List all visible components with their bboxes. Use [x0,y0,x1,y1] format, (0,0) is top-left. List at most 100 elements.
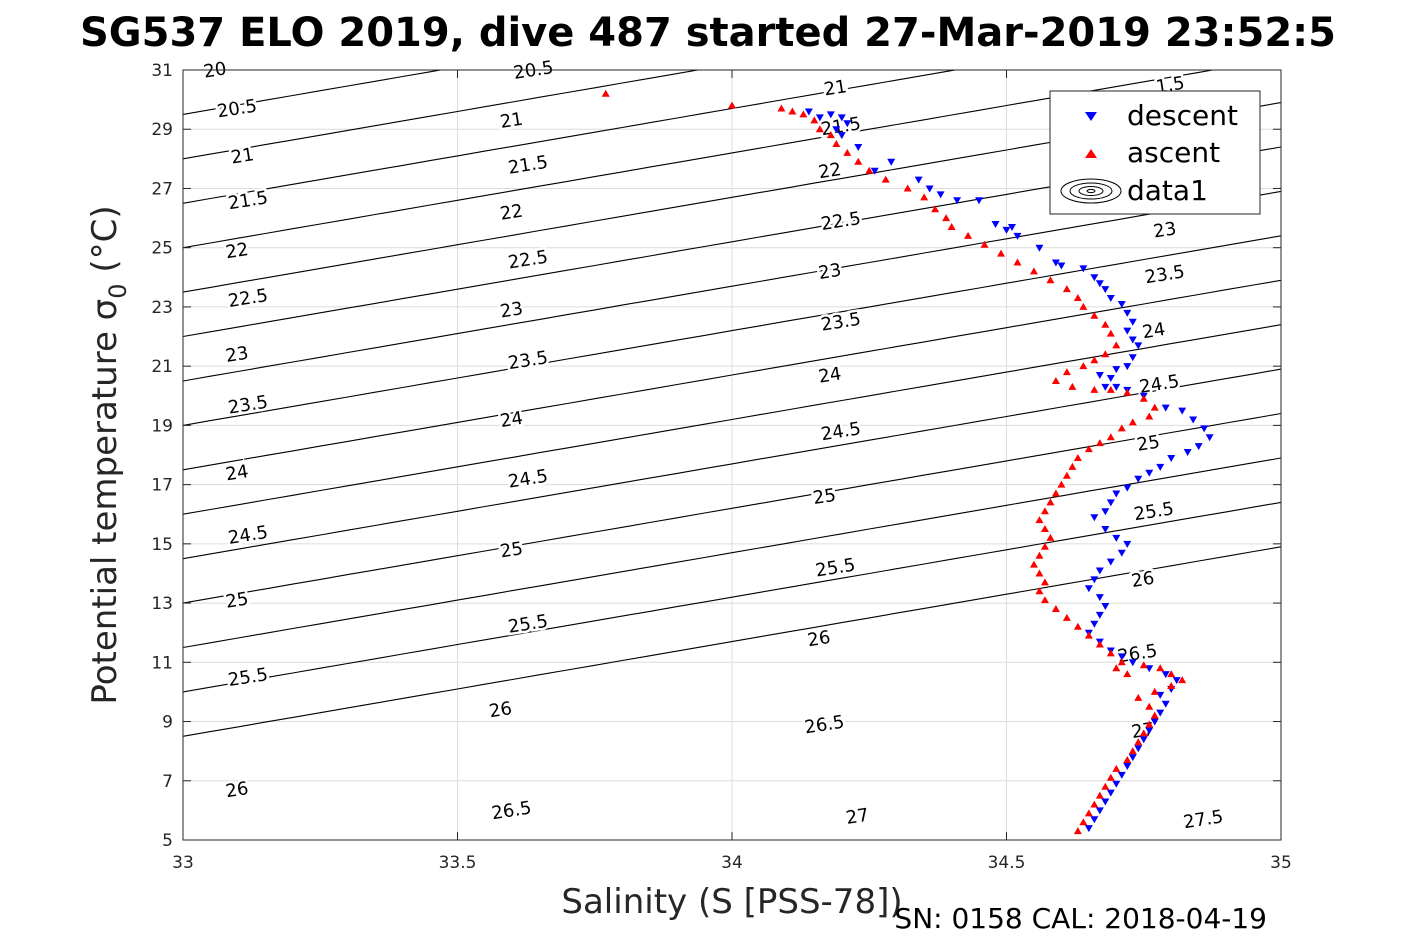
ascent-point [1035,516,1044,524]
ascent-point [964,231,973,239]
y-tick-label: 31 [151,61,173,81]
descent-point [1156,463,1165,471]
y-tick-label: 27 [151,179,173,199]
ascent-point [799,110,808,118]
x-tick-label: 33.5 [439,853,477,873]
ascent-point [1101,320,1110,328]
descent-point [1101,286,1110,294]
ascent-point [832,140,841,148]
ascent-point [1062,471,1071,479]
descent-point [1172,677,1181,685]
ascent-point [1128,418,1137,426]
isopycnal-line [183,190,1281,382]
descent-point [887,158,896,166]
descent-point [1117,549,1126,557]
isopycnal-label: 23 [1152,218,1178,242]
descent-point [1134,475,1143,483]
descent-point [1205,434,1214,442]
descent-point [991,221,1000,228]
descent-point [1112,366,1121,374]
ascent-point [1106,385,1115,393]
ascent-point [1123,670,1132,678]
ascent-point [1145,720,1154,728]
ascent-point [1145,412,1154,420]
descent-point [1123,327,1132,335]
isopycnal-label: 21 [822,76,848,100]
descent-point [1084,825,1093,833]
x-tick-label: 33 [172,853,194,873]
legend-box [1049,90,1261,215]
isopycnal-line [183,279,1281,471]
descent-point [1161,700,1170,708]
descent-point [1095,280,1104,288]
ascent-point [1035,587,1044,595]
descent-point [1128,354,1137,362]
descent-point [1139,736,1148,744]
descent-point [1090,514,1099,522]
descent-point [1101,798,1110,806]
descent-point [1150,718,1159,726]
isopycnal-label: 26 [806,627,832,651]
isopycnal-label: 25 [1135,431,1161,455]
descent-point [1095,611,1104,619]
descent-point [1106,375,1115,382]
isopycnal-label: 27 [844,805,870,829]
ascent-point [1112,664,1121,672]
descent-point [1051,259,1060,267]
ascent-point [788,107,797,115]
ascent-point [601,89,610,97]
ascent-point [1106,649,1115,657]
descent-point [1123,309,1132,317]
isopycnal-label: 22 [817,159,843,183]
ascent-point [903,184,912,192]
ascent-point [826,131,835,139]
ascent-point [1040,578,1049,586]
descent-point [1079,265,1088,273]
descent-point [1106,499,1115,507]
ascent-point [1112,764,1121,772]
ascent-point [931,205,940,213]
ascent-point [1128,747,1137,755]
ascent-point [997,249,1006,257]
legend-descent-marker [1085,112,1097,121]
descent-point [1194,443,1203,451]
descent-point [1035,244,1044,252]
ascent-point [1057,480,1066,488]
ascent-point [1150,687,1159,695]
y-tick-label: 19 [151,416,173,436]
y-tick-label: 11 [151,653,173,673]
ascent-point [777,104,786,112]
isopycnal-label: 21 [499,109,525,133]
ascent-point [1167,670,1176,678]
ascent-point [1156,664,1165,672]
descent-point [953,197,962,205]
ascent-point [1079,302,1088,310]
isopycnal-label: 24 [817,363,843,387]
descent-point [1101,508,1110,516]
ascent-point [843,148,852,156]
isopycnal-label: 22 [224,239,250,263]
descent-point [804,108,813,116]
descent-point [1095,567,1104,575]
descent-point [1156,691,1165,699]
ascent-point [1090,311,1099,319]
ascent-point [1095,439,1104,447]
y-tick-label: 21 [151,357,173,377]
y-tick-label: 13 [151,594,173,614]
ascent-point [1079,362,1088,370]
calibration-caption: SN: 0158 CAL: 2018-04-19 [894,902,1267,935]
descent-point [1007,223,1016,231]
isopycnal-label: 24 [1141,319,1167,343]
x-tick-label: 34 [721,853,743,873]
ascent-point [1035,569,1044,577]
x-tick-label: 35 [1270,853,1292,873]
ascent-point [1134,693,1143,701]
y-tick-label: 9 [162,713,173,733]
descent-point [832,126,841,134]
descent-point [1117,771,1126,779]
legend-descent-label: descent [1127,99,1238,132]
descent-point [837,114,846,122]
legend-contour-icon [1060,178,1122,204]
legend: descent ascent data1 [1049,90,1261,215]
descent-point [854,144,863,151]
